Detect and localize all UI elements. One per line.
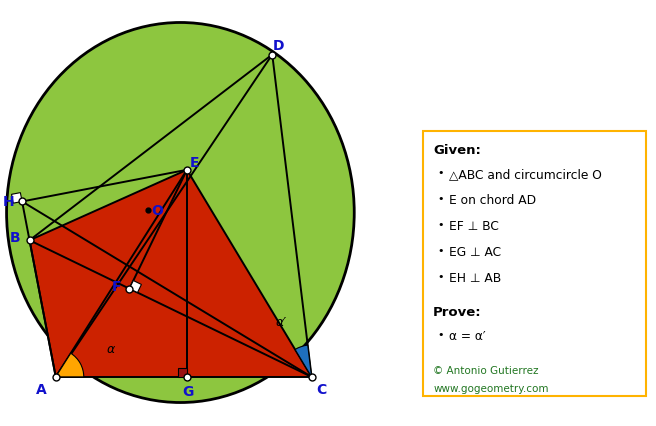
Text: α = α′: α = α′ <box>449 330 485 343</box>
Text: EG ⊥ AC: EG ⊥ AC <box>449 246 501 259</box>
Polygon shape <box>129 281 142 293</box>
Bar <box>423 132 646 396</box>
Text: EF ⊥ BC: EF ⊥ BC <box>449 220 499 233</box>
Text: E: E <box>190 155 199 170</box>
Polygon shape <box>56 170 312 377</box>
Text: EH ⊥ AB: EH ⊥ AB <box>449 272 501 285</box>
Wedge shape <box>295 345 312 377</box>
Text: Prove:: Prove: <box>433 305 482 319</box>
Text: α: α <box>107 343 115 356</box>
Text: •: • <box>437 168 443 178</box>
Text: •: • <box>437 272 443 282</box>
Text: © Antonio Gutierrez: © Antonio Gutierrez <box>433 366 539 375</box>
Text: D: D <box>272 38 284 52</box>
Text: C: C <box>316 382 327 396</box>
Text: www.gogeometry.com: www.gogeometry.com <box>433 383 548 394</box>
Text: O: O <box>152 204 163 218</box>
Text: H: H <box>2 195 14 209</box>
Wedge shape <box>56 354 84 377</box>
Polygon shape <box>12 193 22 204</box>
Text: △ABC and circumcircle O: △ABC and circumcircle O <box>449 168 602 181</box>
Text: Given:: Given: <box>433 144 481 157</box>
Text: •: • <box>437 330 443 340</box>
Polygon shape <box>178 368 187 377</box>
Text: E on chord AD: E on chord AD <box>449 194 536 207</box>
Text: F: F <box>112 279 121 293</box>
Ellipse shape <box>7 23 354 403</box>
Text: •: • <box>437 220 443 230</box>
Text: G: G <box>182 384 194 398</box>
Text: A: A <box>36 382 47 396</box>
Text: •: • <box>437 194 443 204</box>
Text: •: • <box>437 246 443 256</box>
Text: α′: α′ <box>276 316 287 328</box>
Polygon shape <box>30 170 312 377</box>
Text: B: B <box>10 231 21 245</box>
